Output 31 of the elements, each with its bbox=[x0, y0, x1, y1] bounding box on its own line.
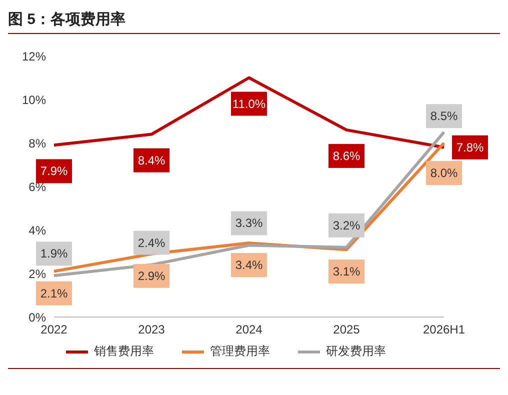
y-tick-label: 4% bbox=[28, 223, 46, 238]
data-label: 3.1% bbox=[332, 264, 360, 279]
data-label: 1.9% bbox=[40, 246, 68, 261]
data-label: 3.4% bbox=[235, 258, 263, 272]
data-label: 8.5% bbox=[430, 109, 458, 124]
chart-title: 图 5：各项费用率 bbox=[8, 8, 500, 34]
data-label: 11.0% bbox=[232, 96, 266, 111]
y-tick-label: 6% bbox=[28, 180, 46, 194]
x-tick-label: 2022 bbox=[40, 322, 68, 337]
x-tick-label: 2023 bbox=[138, 322, 166, 337]
data-label: 7.9% bbox=[40, 164, 68, 178]
data-label: 8.4% bbox=[138, 153, 166, 168]
x-tick-label: 2025 bbox=[333, 322, 360, 337]
y-tick-label: 8% bbox=[28, 136, 46, 150]
legend-label: 研发费用率 bbox=[325, 343, 386, 360]
data-label: 3.3% bbox=[235, 216, 263, 230]
y-tick-label: 12% bbox=[22, 49, 46, 64]
y-tick-label: 2% bbox=[28, 266, 46, 281]
y-tick-label: 10% bbox=[22, 92, 46, 107]
x-tick-label: 2024 bbox=[236, 322, 263, 337]
data-label: 2.1% bbox=[40, 286, 68, 300]
legend-label: 销售费用率 bbox=[93, 343, 154, 360]
x-tick-label: 2026H1 bbox=[422, 322, 466, 337]
legend-label: 管理费用率 bbox=[209, 343, 270, 360]
data-label: 2.4% bbox=[138, 236, 166, 250]
data-label: 7.8% bbox=[456, 140, 484, 154]
data-label: 8.6% bbox=[332, 148, 360, 163]
y-tick-label: 0% bbox=[28, 310, 46, 324]
data-label: 3.2% bbox=[332, 218, 360, 232]
data-label: 8.0% bbox=[430, 166, 458, 180]
data-label: 2.9% bbox=[138, 268, 166, 283]
